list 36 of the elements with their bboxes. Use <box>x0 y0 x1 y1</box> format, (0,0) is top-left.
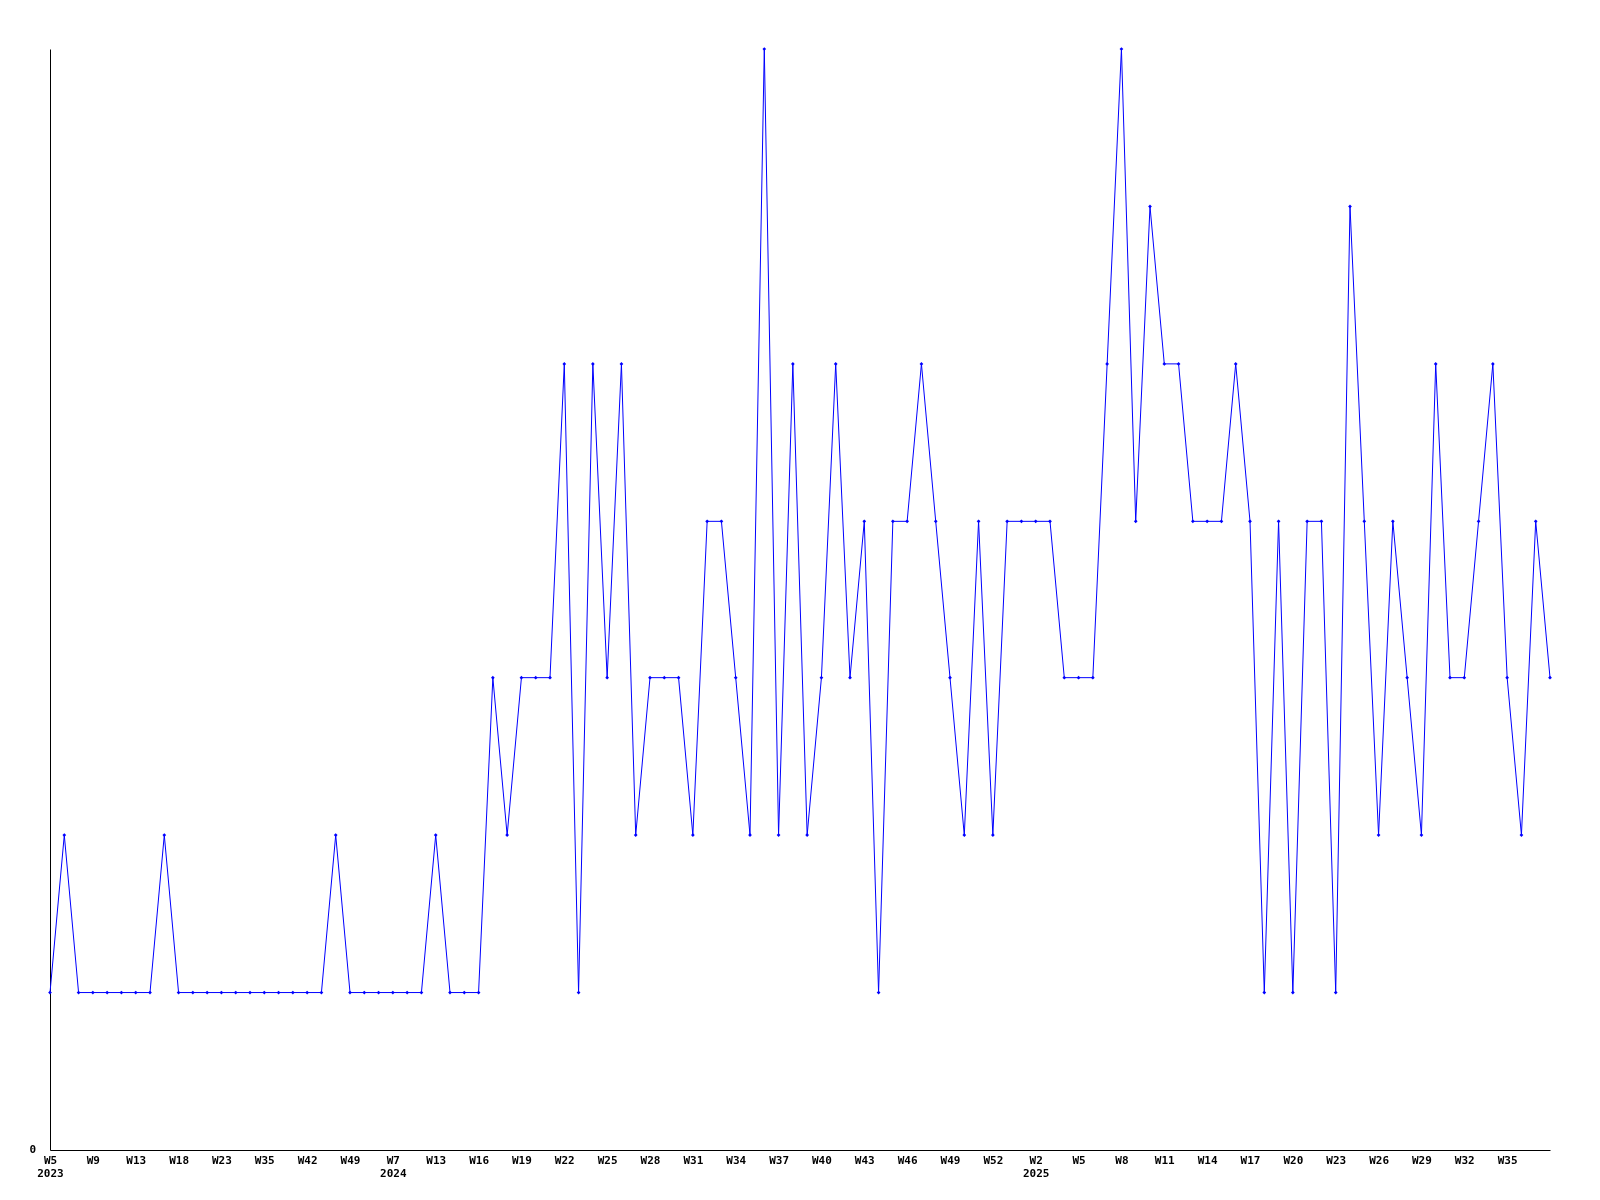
x-tick-label: W32 <box>1454 1153 1475 1167</box>
x-tick-label: W7 2024 <box>380 1153 407 1180</box>
x-tick-label: W35 <box>254 1153 275 1167</box>
x-tick-label: W9 <box>86 1153 100 1167</box>
x-tick-label: W16 <box>469 1153 490 1167</box>
x-tick-label: W5 <box>1072 1153 1086 1167</box>
x-tick-label: W5 2023 <box>37 1153 64 1180</box>
x-tick-label: W13 <box>426 1153 447 1167</box>
x-tick-label: W28 <box>640 1153 661 1167</box>
x-tick-label: W23 <box>211 1153 232 1167</box>
x-tick-label: W8 <box>1115 1153 1129 1167</box>
text: 0 <box>29 1143 36 1156</box>
x-tick-label: W17 <box>1240 1153 1261 1167</box>
x-tick-label: W34 <box>726 1153 747 1167</box>
x-tick-label: W49 <box>340 1153 361 1167</box>
x-tick-label: W35 <box>1497 1153 1518 1167</box>
x-tick-label: W49 <box>940 1153 961 1167</box>
x-tick-label: W37 <box>769 1153 790 1167</box>
x-tick-label: W46 <box>897 1153 918 1167</box>
x-tick-label: W40 <box>811 1153 832 1167</box>
x-tick-label: W13 <box>126 1153 147 1167</box>
x-tick-label: W20 <box>1283 1153 1304 1167</box>
x-tick-label: W22 <box>554 1153 575 1167</box>
x-tick-label: W29 <box>1411 1153 1432 1167</box>
x-tick-label: W26 <box>1369 1153 1390 1167</box>
x-tick-label: W11 <box>1154 1153 1176 1167</box>
x-tick-label: W18 <box>169 1153 190 1167</box>
x-tick-label: W19 <box>511 1153 532 1167</box>
x-tick-label: W42 <box>297 1153 318 1167</box>
x-tick-label: W25 <box>597 1153 618 1167</box>
x-tick-label: W31 <box>683 1153 704 1167</box>
x-tick-label: W2 2025 <box>1022 1153 1050 1180</box>
x-tick-label: W14 <box>1197 1153 1218 1167</box>
x-tick-label: W52 <box>983 1153 1004 1167</box>
x-tick-label: W43 <box>854 1153 875 1167</box>
x-tick-label: W23 <box>1326 1153 1347 1167</box>
